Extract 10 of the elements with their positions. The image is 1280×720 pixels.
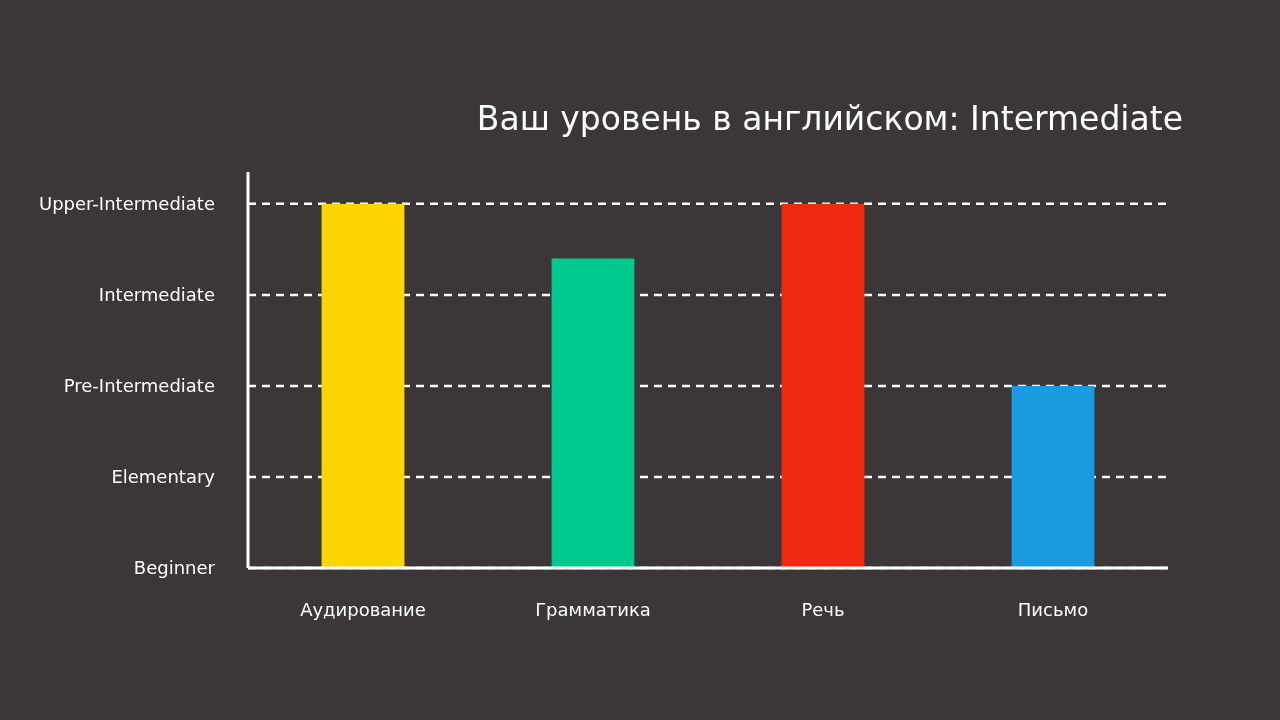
x-tick-label: Аудирование (300, 599, 426, 621)
x-tick-label: Письмо (1017, 599, 1089, 621)
ref-line-label: Beginner (133, 557, 216, 579)
ref-line-label: Pre-Intermediate (63, 375, 215, 397)
chart-title: Ваш уровень в английском: Intermediate (476, 99, 1183, 138)
ref-line-label: Elementary (111, 466, 216, 488)
x-tick-label: Речь (801, 599, 845, 621)
x-tick-label: Грамматика (535, 599, 651, 621)
ref-line-label: Intermediate (98, 284, 215, 306)
ref-line-label: Upper-Intermediate (39, 193, 215, 215)
